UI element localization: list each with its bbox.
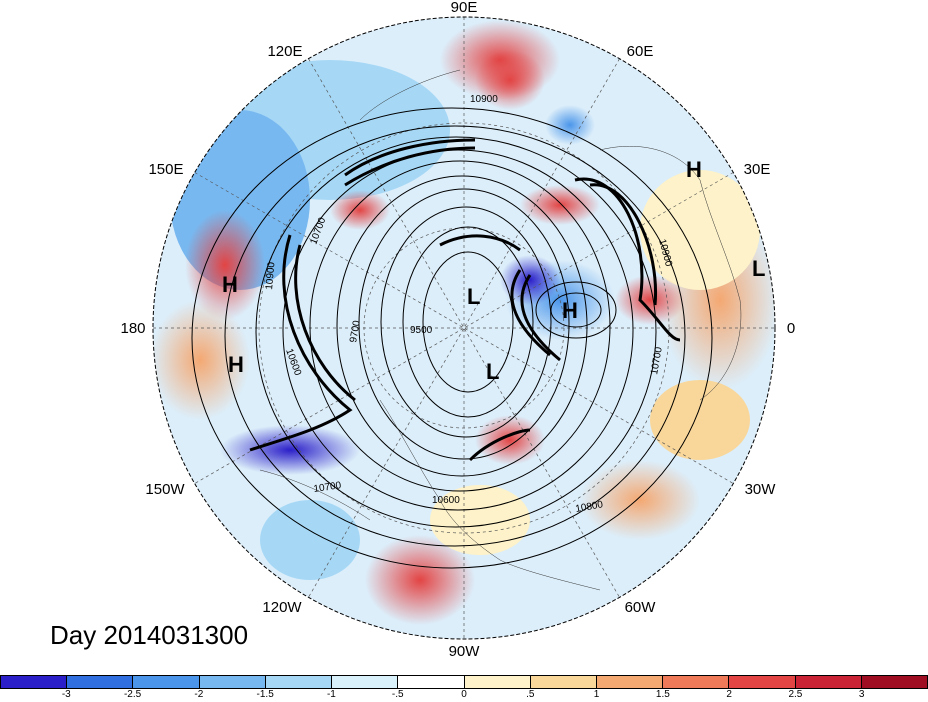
colorbar-tick: -2 bbox=[194, 689, 204, 700]
colorbar-tick: -.5 bbox=[391, 689, 404, 700]
lon-label-60w: 60W bbox=[625, 599, 657, 616]
colorbar-swatch bbox=[332, 676, 399, 688]
contour-label: 10600 bbox=[432, 495, 460, 506]
colorbar-swatch bbox=[398, 676, 465, 688]
longitude-labels: 90E 60E 30E 0 30W 60W 90W 120W 150W 180 … bbox=[120, 0, 795, 660]
colorbar bbox=[0, 675, 928, 689]
colorbar-swatch bbox=[67, 676, 134, 688]
anomaly-field bbox=[153, 17, 775, 639]
lon-label-120e: 120E bbox=[267, 43, 302, 60]
contour-label: 10900 bbox=[470, 94, 498, 105]
lon-label-150e: 150E bbox=[148, 161, 183, 178]
contour-label: 10800 bbox=[575, 499, 605, 515]
contour-label: 10700 bbox=[649, 346, 665, 376]
pressure-centers: H H H L L H L bbox=[222, 157, 765, 384]
jet-contours bbox=[249, 138, 681, 462]
colorbar-swatch bbox=[464, 676, 531, 688]
contour-label: 10900 bbox=[264, 261, 277, 290]
colorbar-tick: .5 bbox=[526, 689, 535, 700]
colorbar-swatch bbox=[729, 676, 796, 688]
lon-label-30e: 30E bbox=[744, 161, 771, 178]
colorbar-tick-labels: -3 -2.5 -2 -1.5 -1 -.5 0 .5 1 1.5 2 2.5 3 bbox=[0, 689, 928, 702]
contour-label: 9700 bbox=[348, 319, 363, 343]
colorbar-swatch bbox=[861, 676, 928, 688]
date-title: Day 2014031300 bbox=[50, 620, 249, 650]
colorbar-tick: 1 bbox=[593, 689, 600, 700]
lon-label-0: 0 bbox=[787, 320, 795, 337]
colorbar-tick: 2.5 bbox=[788, 689, 803, 700]
height-contours bbox=[191, 107, 713, 569]
colorbar-tick: -3 bbox=[61, 689, 71, 700]
high-center: H bbox=[686, 157, 702, 182]
low-center: L bbox=[467, 284, 480, 309]
graticule bbox=[153, 17, 775, 639]
colorbar-swatch bbox=[795, 676, 862, 688]
colorbar-tick: -2.5 bbox=[123, 689, 142, 700]
lon-label-90e: 90E bbox=[451, 0, 478, 16]
high-center: H bbox=[222, 272, 238, 297]
map-boundary bbox=[152, 16, 776, 640]
colorbar-tick: -1 bbox=[326, 689, 336, 700]
contour-label: 10700 bbox=[313, 480, 343, 495]
colorbar-tick: 1.5 bbox=[655, 689, 670, 700]
lon-label-30w: 30W bbox=[745, 481, 777, 498]
colorbar-tick: -1.5 bbox=[256, 689, 274, 700]
colorbar-tick: 2 bbox=[726, 689, 732, 700]
colorbar-swatch bbox=[199, 676, 266, 688]
low-center: L bbox=[486, 359, 499, 384]
colorbar-tick: 0 bbox=[461, 689, 467, 700]
colorbar-swatch bbox=[1, 676, 68, 688]
colorbar-swatch bbox=[265, 676, 333, 688]
colorbar-swatch bbox=[663, 676, 730, 688]
coastlines bbox=[259, 69, 742, 591]
lon-label-90w: 90W bbox=[449, 643, 481, 660]
contour-label: 9500 bbox=[410, 325, 433, 336]
colorbar-swatch bbox=[530, 676, 597, 688]
lon-label-150w: 150W bbox=[145, 481, 185, 498]
high-center: H bbox=[228, 352, 244, 377]
lon-label-180: 180 bbox=[120, 320, 145, 337]
lon-label-60e: 60E bbox=[627, 43, 654, 60]
lon-label-120w: 120W bbox=[262, 599, 302, 616]
colorbar-swatch bbox=[596, 676, 664, 688]
high-center: H bbox=[562, 298, 578, 323]
low-center: L bbox=[752, 256, 765, 281]
colorbar-tick: 3 bbox=[858, 689, 865, 700]
colorbar-swatch bbox=[133, 676, 200, 688]
